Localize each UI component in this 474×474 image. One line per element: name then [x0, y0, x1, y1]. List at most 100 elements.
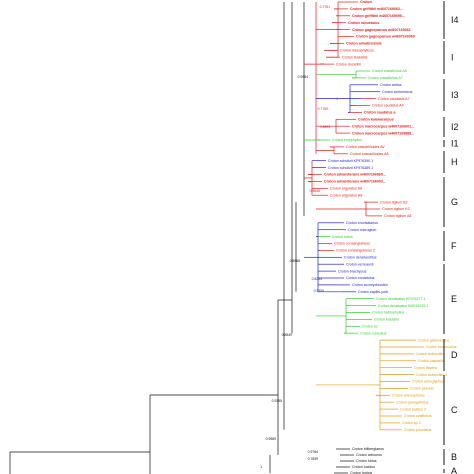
tip-label: Croton ovalifolius [404, 414, 432, 418]
tip-label: Croton pseudo [410, 387, 434, 391]
tip-label: Croton astroglyphus [412, 380, 444, 384]
tip-label: Croton lucidus 2 [400, 407, 426, 411]
tip-label: Croton sp [362, 325, 378, 329]
clade-label: I1 [451, 139, 459, 149]
tip-label: Croton consanguineus 2 [336, 249, 375, 253]
clade-label: I3 [451, 90, 459, 100]
tip-label: Croton glabrescens [418, 338, 449, 342]
tip-label: Croton advardierans w4607166865... [324, 173, 386, 177]
tip-label: Croton aubrevillei 2 [416, 373, 447, 377]
support-value: 0.9764 [308, 450, 318, 454]
support-value: 1 [260, 465, 262, 469]
tip-label: Croton densivestitus [344, 256, 377, 260]
tip-label: Croton argyratus A8 [330, 187, 362, 191]
clade-label: F [451, 241, 457, 251]
tip-label: Croton macrocarpus w4607169888... [352, 131, 414, 135]
tip-label: Croton sp 2 [402, 421, 421, 425]
support-value: 0.7839 [308, 457, 318, 461]
tip-label: Croton aubrevillei [416, 352, 444, 356]
clade-label: I2 [451, 122, 459, 132]
tip-label: Croton crassifolius A5 [372, 69, 407, 73]
clade-label: H [451, 157, 458, 167]
tip-label: Croton schultzii KF976389.1 [328, 166, 373, 170]
tip-label: Croton tiglium A8 [384, 214, 411, 218]
tip-label: Croton caudatus A4 [372, 104, 404, 108]
support-value: 0.8893 [320, 125, 330, 129]
support-value: 0.8549 [282, 333, 292, 337]
clade-label: C [451, 405, 458, 415]
clade-label: B [451, 452, 457, 462]
tree-branches [9, 1, 424, 474]
tip-label: Croton dockrillii [336, 62, 361, 66]
clade-label: I [451, 53, 454, 63]
tip-label: Croton hookeranus [426, 345, 457, 349]
support-value: 0.8568 [290, 259, 300, 263]
clade-label: D [451, 350, 458, 360]
tip-label: Croton habrophyllus [372, 311, 404, 315]
support-value: 0.9954 [298, 75, 308, 79]
tip-label: Croton tiglium KC [382, 207, 411, 211]
tip-labels: Croton Croton griffithii w4607169063... Cr… [324, 0, 457, 474]
tip-label: Croton arboreus [356, 453, 382, 457]
tip-label: Croton gagnepainus w4607169061 [352, 28, 411, 32]
tip-label: Croton billbergianus [352, 447, 384, 451]
support-value: 1 [336, 97, 338, 101]
tip-label: Croton tiglium B2 [380, 200, 408, 204]
tip-label: Croton euryphyllus [332, 138, 362, 142]
tip-label: Croton caudatus a [364, 111, 397, 115]
tip-label: Croton aridus [380, 83, 402, 87]
tip-label: Croton hirtus [356, 459, 377, 463]
support-values: 0.7761 0.9954 1 0.7760 0.8893 0.9848 0.8568 0.8… [260, 5, 338, 469]
tip-label: Croton [360, 0, 372, 4]
tip-label: Croton adenophorus [392, 394, 425, 398]
support-value: 0.7761 [320, 5, 330, 9]
support-value: 0.8254 [312, 277, 322, 281]
tip-label: Croton arnhemicus [382, 90, 413, 94]
tip-label: Croton griffithii w4607169096... [352, 14, 405, 18]
tip-label: Croton cordatulus [346, 276, 375, 280]
tip-label: Croton griffithii w4607169063... [350, 7, 403, 11]
tip-label: Croton macrocarpus w4607166601... [352, 124, 414, 128]
clade-brackets: I4 I I3 I2 I1 H G F E D C BA [443, 1, 459, 474]
tip-label: Croton cuneatus [360, 331, 387, 335]
tip-label: Croton gagnepainus w4607169069 [356, 35, 415, 39]
tip-label: Croton verreauxii [346, 262, 374, 266]
tip-label: Croton chorisalanus [346, 221, 378, 225]
tip-label: Croton advardierans w4607166903... [324, 180, 386, 184]
support-value: 0.7760 [318, 107, 328, 111]
tip-label: Croton acronychioides [352, 283, 388, 287]
tip-label: Croton fruticis [350, 471, 372, 474]
clade-label: A [451, 466, 457, 474]
tip-label: Croton gossypifolius [396, 400, 429, 404]
tip-label: Croton rubus [332, 235, 353, 239]
tip-label: Croton mesophyticus [340, 49, 374, 53]
tip-label: Croton lucidus [352, 465, 375, 469]
clade-label: I4 [451, 15, 459, 25]
tip-label: Croton brachypus [338, 269, 367, 273]
tip-label: Croton decalvatus KF976377.1 [376, 297, 426, 301]
tip-label: Croton capitis-york [358, 290, 388, 294]
tip-label: Croton kaianacarpus [358, 118, 394, 122]
tip-label: Croton consanguineus [334, 242, 370, 246]
clade-label: E [451, 294, 457, 304]
tip-label: Croton argyratus H8 [330, 193, 362, 197]
tip-label: Croton robustulus [348, 21, 379, 25]
tip-label: Croton cascarilloides AV [346, 145, 385, 149]
support-value: 0.9355 [314, 289, 324, 293]
tip-label: Croton aimabreisiela [346, 42, 383, 46]
tip-label: Croton schultzii KF976390.1 [328, 159, 373, 163]
tip-label: Croton decalvatus KM015215.1 [378, 304, 428, 308]
tip-label: Croton flavens [414, 366, 437, 370]
tip-label: Croton fluviatilis [342, 55, 368, 59]
tip-label: Croton punctatus [404, 428, 432, 432]
tip-label: Croton crassifolius A7 [368, 76, 403, 80]
tip-label: Croton cascarilla [418, 359, 445, 363]
support-value: 0.9355 [272, 399, 282, 403]
tip-label: Croton micrugium [348, 228, 376, 232]
clade-label: G [451, 197, 458, 207]
support-value: 0.9989 [266, 437, 276, 441]
tip-label: Croton cascarilloides A8 [350, 152, 389, 156]
tip-label: Croton insularis [374, 318, 399, 322]
support-value: 0.9848 [310, 189, 320, 193]
